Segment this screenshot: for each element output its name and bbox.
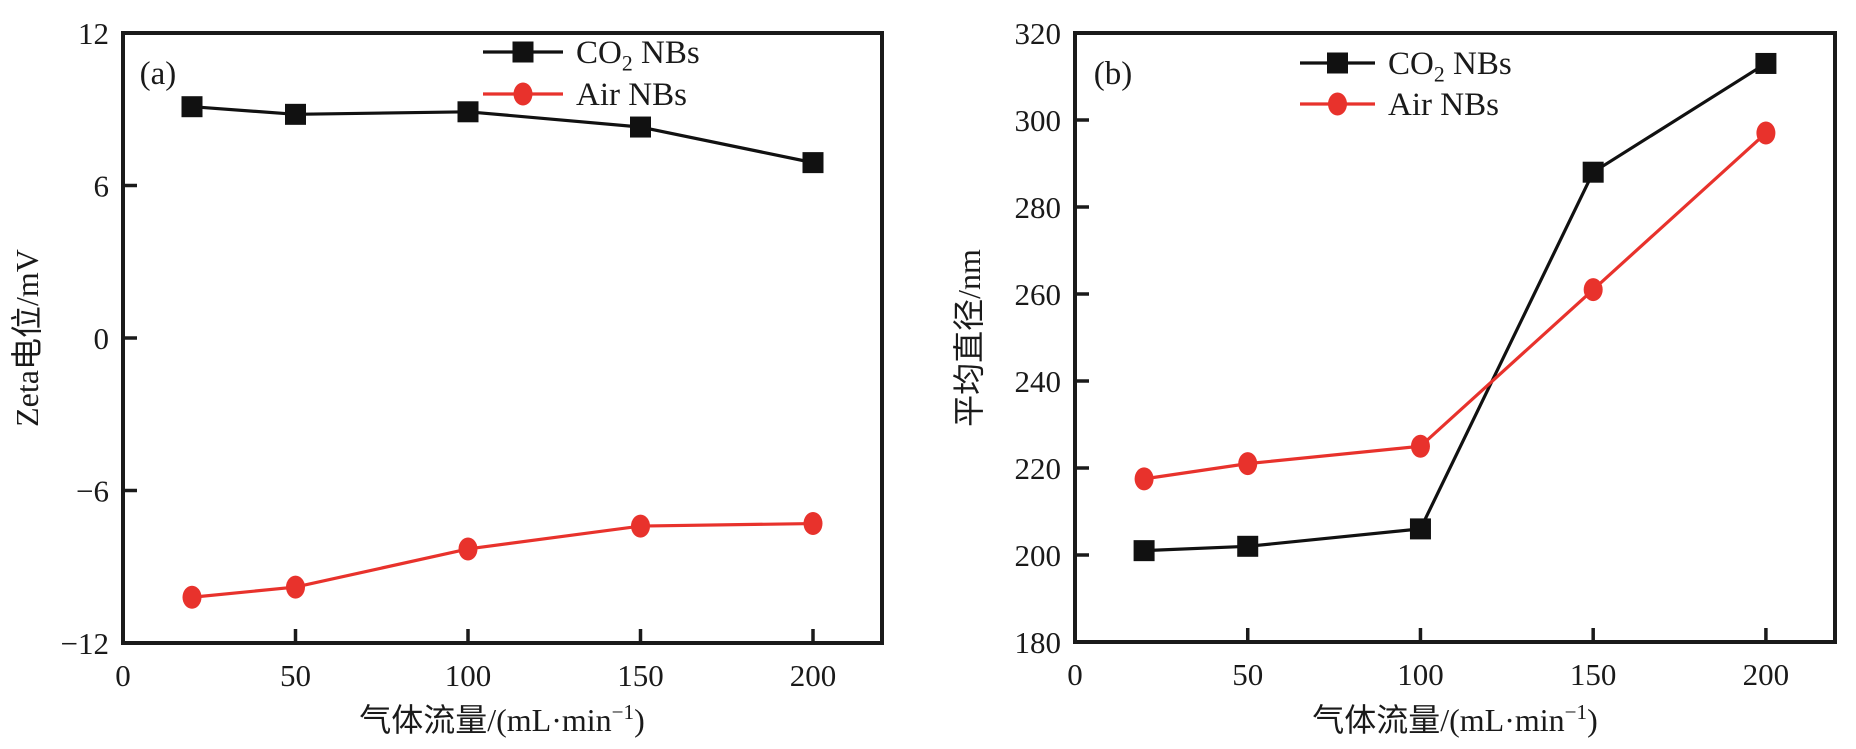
x-tick-label: 0: [115, 658, 131, 693]
series-marker: [182, 585, 202, 609]
y-tick-label: 200: [1015, 538, 1062, 573]
x-tick-label: 100: [445, 658, 492, 693]
y-tick-label: 240: [1015, 364, 1062, 399]
y-tick-label: 280: [1015, 190, 1062, 225]
series-line: [1143, 131, 1767, 481]
series-marker: [1237, 535, 1259, 557]
series-marker: [630, 116, 651, 138]
series-marker: [1582, 161, 1604, 183]
y-tick-label: −12: [61, 626, 109, 661]
series-marker: [1409, 518, 1431, 540]
series-marker: [1583, 278, 1603, 302]
series-marker: [457, 101, 479, 123]
series-marker: [1133, 540, 1155, 562]
legend-marker: [1327, 52, 1348, 74]
y-tick-label: 6: [94, 169, 110, 204]
series-marker: [803, 512, 823, 536]
legend-label: CO2 NBs: [1388, 46, 1512, 86]
y-axis-label: Zeta电位/mV: [9, 249, 45, 427]
legend-label: Air NBs: [576, 77, 687, 113]
series-marker: [1755, 52, 1777, 74]
x-tick-label: 150: [617, 658, 664, 693]
x-tick-label: 50: [1232, 657, 1263, 692]
x-tick-label: 200: [790, 658, 837, 693]
y-tick-label: 12: [78, 16, 109, 51]
y-tick-label: 300: [1015, 103, 1062, 138]
plot-frame: [121, 31, 884, 645]
series-marker: [181, 96, 203, 118]
x-tick-label: 150: [1570, 657, 1617, 692]
legend-label: Air NBs: [1388, 87, 1499, 123]
x-tick-label: 0: [1067, 657, 1083, 692]
y-tick-label: 0: [94, 321, 110, 356]
legend-marker: [513, 82, 533, 106]
y-tick-label: 180: [1015, 625, 1062, 660]
x-axis-label: 气体流量/(mL·min−1): [359, 700, 645, 738]
chart-b-mean-diameter: 0 50 100 150 200 180 200 220 240 260 280 300 320 CO2 …: [951, 16, 1837, 738]
y-tick-label: 260: [1015, 277, 1062, 312]
series-marker: [1134, 467, 1154, 491]
y-tick-label: 220: [1015, 451, 1062, 486]
y-tick-label: 320: [1015, 16, 1062, 51]
series-marker: [1756, 121, 1776, 145]
legend-label: CO2 NBs: [576, 35, 700, 75]
series-marker: [802, 152, 824, 174]
series-marker: [285, 103, 306, 125]
panel-label: (a): [140, 56, 177, 92]
x-tick-label: 100: [1397, 657, 1444, 692]
series-marker: [1410, 434, 1430, 458]
y-tick-label: −6: [76, 474, 109, 509]
series-marker: [286, 575, 305, 599]
series-line: [191, 521, 814, 599]
x-tick-label: 50: [280, 658, 311, 693]
series-marker: [458, 537, 478, 561]
x-axis-label: 气体流量/(mL·min−1): [1312, 700, 1598, 738]
y-axis-label: 平均直径/nm: [951, 249, 987, 427]
legend-marker: [1328, 92, 1347, 116]
series-marker: [631, 514, 650, 538]
series-marker: [1238, 452, 1258, 476]
panel-label: (b): [1094, 56, 1132, 92]
series-line: [1144, 62, 1767, 553]
legend-marker: [512, 41, 534, 63]
x-tick-label: 200: [1743, 657, 1790, 692]
plot-frame: [1073, 31, 1837, 644]
